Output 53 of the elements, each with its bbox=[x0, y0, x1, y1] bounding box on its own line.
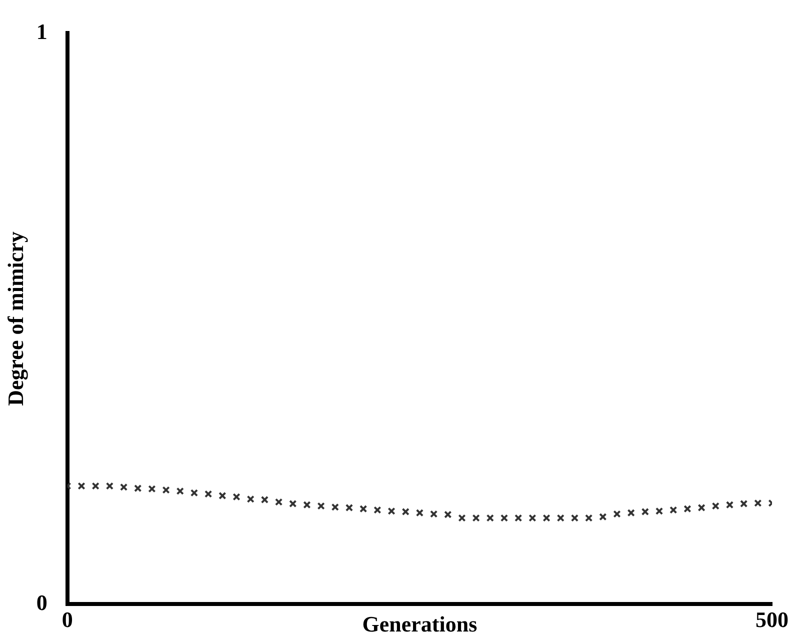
point bbox=[232, 493, 240, 501]
point bbox=[416, 509, 424, 517]
point bbox=[402, 508, 410, 516]
point bbox=[289, 500, 297, 508]
point bbox=[204, 490, 212, 498]
point bbox=[374, 506, 382, 514]
point bbox=[317, 502, 325, 510]
point bbox=[444, 510, 452, 518]
point bbox=[120, 483, 128, 491]
x-tick-label: 500 bbox=[756, 607, 788, 632]
point bbox=[148, 485, 156, 493]
point bbox=[360, 505, 368, 513]
point bbox=[528, 514, 536, 522]
point bbox=[500, 514, 508, 522]
point bbox=[698, 504, 706, 512]
point bbox=[556, 514, 564, 522]
point bbox=[246, 495, 254, 503]
point bbox=[106, 482, 114, 490]
point bbox=[684, 505, 692, 513]
y-axis-title: Degree of mimicry bbox=[2, 232, 28, 406]
point bbox=[472, 514, 480, 522]
point bbox=[260, 496, 269, 504]
point bbox=[655, 507, 664, 515]
point bbox=[430, 510, 438, 518]
point bbox=[584, 514, 593, 522]
point bbox=[514, 514, 522, 522]
point bbox=[627, 509, 635, 517]
point bbox=[712, 502, 720, 510]
point bbox=[740, 500, 748, 508]
point bbox=[613, 510, 621, 518]
point bbox=[176, 487, 184, 495]
point bbox=[92, 482, 100, 490]
point bbox=[542, 514, 550, 522]
point bbox=[754, 499, 762, 507]
point bbox=[162, 486, 170, 494]
x-axis-title: Generations bbox=[362, 611, 478, 636]
point bbox=[345, 504, 354, 512]
point bbox=[331, 503, 339, 511]
point bbox=[570, 514, 579, 522]
point bbox=[726, 501, 734, 509]
point bbox=[218, 492, 226, 500]
point bbox=[78, 482, 86, 490]
point bbox=[599, 513, 607, 521]
point bbox=[134, 484, 142, 492]
point bbox=[190, 489, 198, 497]
point bbox=[388, 507, 396, 515]
point bbox=[670, 506, 678, 514]
point bbox=[641, 508, 649, 516]
point bbox=[486, 514, 494, 522]
point bbox=[274, 498, 283, 506]
y-tick-label: 1 bbox=[36, 18, 48, 44]
point bbox=[458, 514, 466, 522]
point bbox=[303, 501, 311, 509]
